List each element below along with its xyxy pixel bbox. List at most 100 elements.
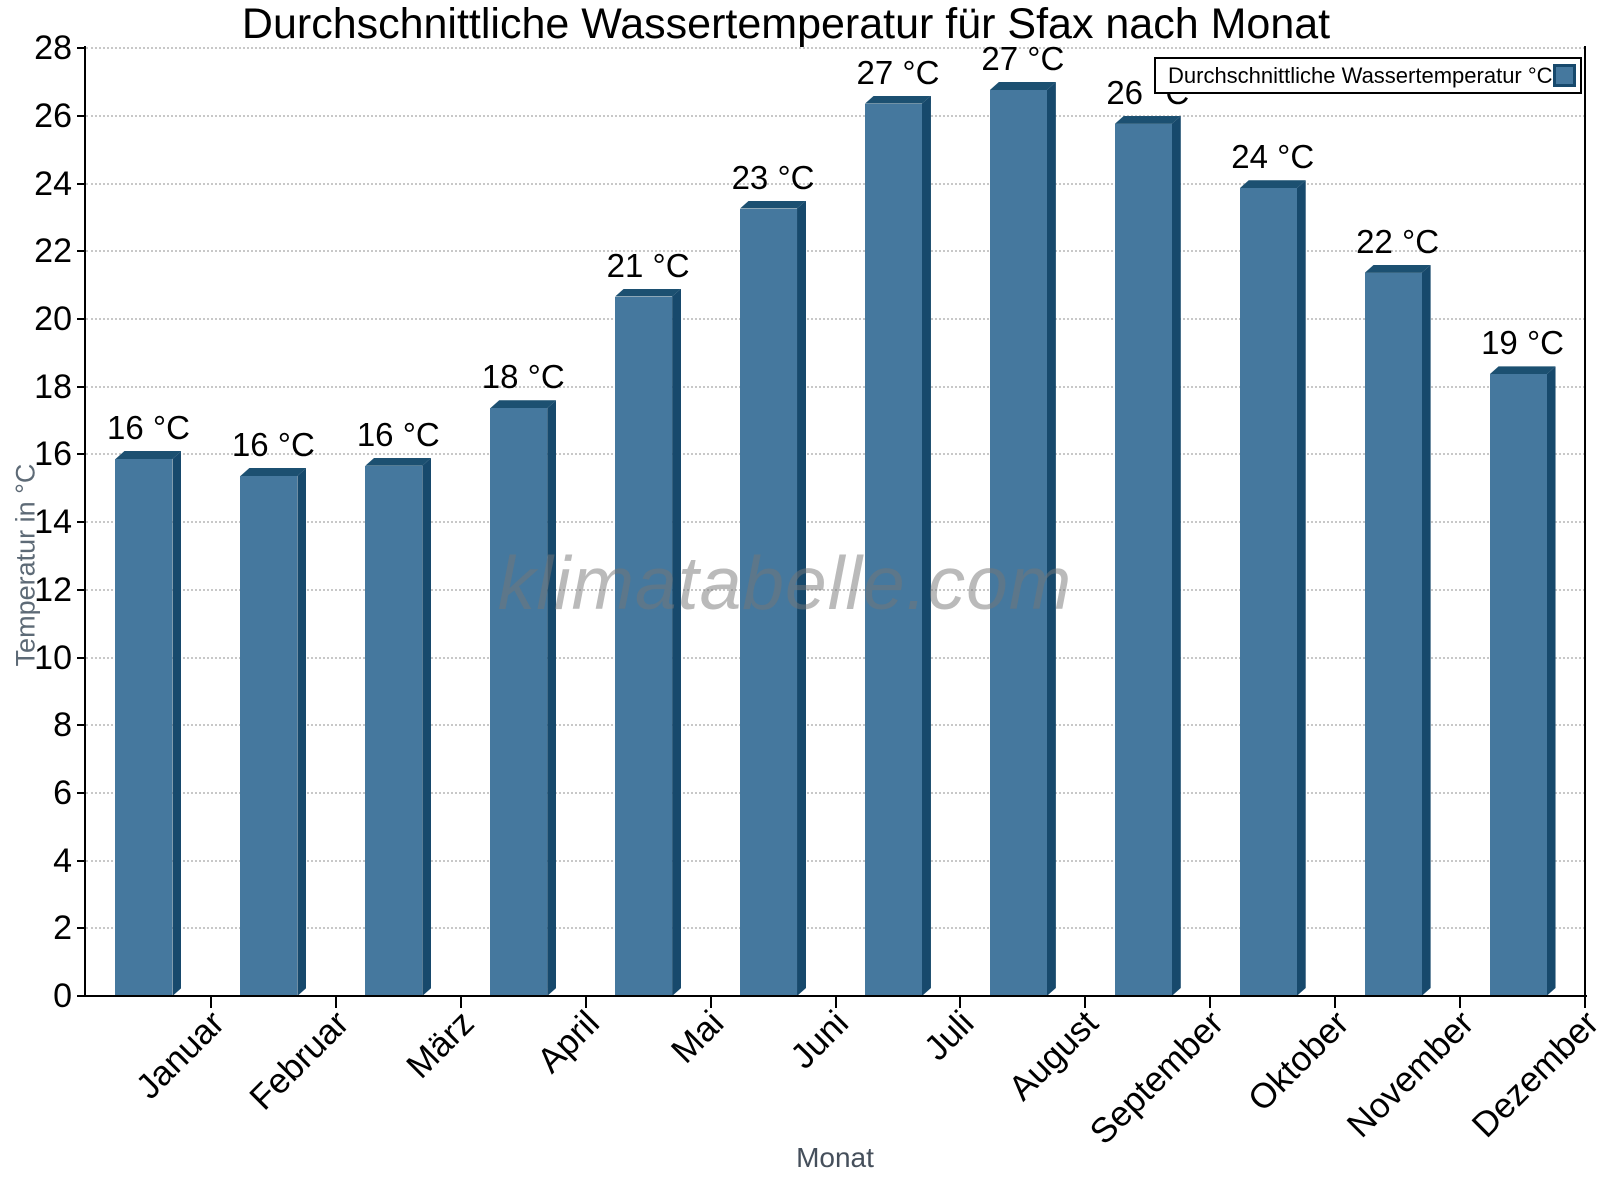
bar-front-face-marz [365,465,423,996]
bar-side-face-oktober [1297,180,1306,996]
gridline-12 [86,588,1585,591]
y-tick-20 [77,318,86,320]
y-tick-14 [77,521,86,524]
y-tick-label-14: 14 [34,503,72,542]
gridline-22 [86,250,1585,253]
y-tick-label-26: 26 [34,96,72,135]
legend-swatch-icon [1552,64,1576,87]
legend: Durchschnittliche Wassertemperatur °C [1154,57,1582,94]
x-tick-12 [1584,996,1586,1008]
bar-top-face-november [1364,264,1431,273]
y-tick-label-4: 4 [53,841,72,880]
gridline-16 [86,453,1585,456]
gridline-24 [86,182,1585,185]
bar-side-face-februar [297,468,306,996]
watermark: klimatabelle.com [497,541,1073,625]
bar-front-face-november [1364,272,1422,996]
y-tick-label-22: 22 [34,232,72,271]
plot-right-border [1584,46,1586,997]
bar-side-face-marz [422,458,431,996]
bar-side-face-november [1422,265,1431,996]
x-tick-label-juni: Juni [783,1003,857,1077]
gridline-18 [86,385,1585,388]
x-tick-label-juli: Juli [916,1003,982,1069]
x-tick-label-dezember: Dezember [1464,1003,1600,1146]
x-tick-label-november: November [1339,1003,1481,1146]
bar-januar [115,451,182,996]
bar-side-face-mai [672,289,681,996]
bar-april [490,400,557,996]
bar-top-face-februar [240,467,307,476]
gridline-2 [86,927,1585,930]
bar-side-face-august [1047,82,1056,996]
bar-front-face-januar [115,459,173,996]
bar-februar [240,467,307,996]
y-tick-18 [77,385,86,388]
x-tick-3 [459,996,462,1008]
y-tick-label-0: 0 [53,977,72,1015]
y-tick-10 [77,656,86,659]
bar-november [1364,264,1431,996]
bar-side-face-april [547,400,556,996]
y-tick-12 [77,588,86,591]
y-tick-4 [77,859,86,862]
x-tick-4 [584,996,587,1008]
x-tick-label-april: April [529,1003,607,1081]
bar-top-face-august [989,82,1056,91]
y-tick-label-12: 12 [34,570,72,609]
y-tick-6 [77,791,86,794]
bar-value-label-april: 18 °C [481,358,565,396]
bar-side-face-juli [922,96,931,996]
x-axis-title: Monat [796,1142,874,1173]
bar-side-face-september [1172,116,1181,996]
y-tick-22 [77,250,86,253]
y-tick-label-18: 18 [34,367,72,406]
bar-dezember [1489,366,1556,996]
gridline-6 [86,791,1585,794]
x-tick-7 [959,996,962,1008]
x-tick-label-august: August [1001,1003,1107,1108]
bar-side-face-dezember [1547,366,1556,996]
bar-value-label-juli: 27 °C [856,53,940,91]
bar-top-face-april [490,400,557,409]
legend-label: Durchschnittliche Wassertemperatur °C [1168,62,1553,88]
x-tick-9 [1209,996,1212,1008]
x-tick-label-september: September [1082,1003,1232,1152]
gridline-28 [86,47,1585,50]
y-tick-label-20: 20 [34,300,72,338]
bar-front-face-dezember [1489,374,1547,996]
bar-oktober [1239,180,1306,996]
bar-front-face-august [989,90,1047,996]
y-tick-26 [77,114,86,117]
gridline-8 [86,724,1585,727]
gridline-14 [86,521,1585,524]
bar-top-face-oktober [1239,180,1306,189]
y-tick-24 [77,182,86,185]
x-tick-1 [209,996,212,1008]
bar-top-face-juni [740,200,807,209]
y-tick-label-24: 24 [34,164,72,203]
y-tick-label-2: 2 [53,909,72,948]
bar-mai [615,288,682,996]
bar-side-face-januar [172,451,181,996]
y-tick-8 [77,724,86,727]
y-tick-label-6: 6 [53,773,72,812]
bar-front-face-juni [740,208,798,996]
bar-front-face-oktober [1239,188,1297,996]
x-tick-label-januar: Januar [128,1003,232,1107]
y-tick-label-8: 8 [53,706,72,745]
bar-top-face-mai [615,288,682,297]
bar-front-face-juli [864,103,922,996]
bar-value-label-februar: 16 °C [231,425,315,463]
x-tick-5 [709,996,712,1008]
bar-front-face-februar [240,475,298,996]
bar-side-face-juni [797,201,806,996]
bar-top-face-juli [864,95,931,104]
x-tick-label-februar: Februar [242,1003,357,1118]
y-axis-title: Temperatur in °C [10,463,41,667]
gridline-4 [86,859,1585,862]
bar-september [1114,115,1181,996]
bar-value-label-juni: 23 °C [731,158,815,196]
x-tick-label-oktober: Oktober [1240,1003,1357,1119]
